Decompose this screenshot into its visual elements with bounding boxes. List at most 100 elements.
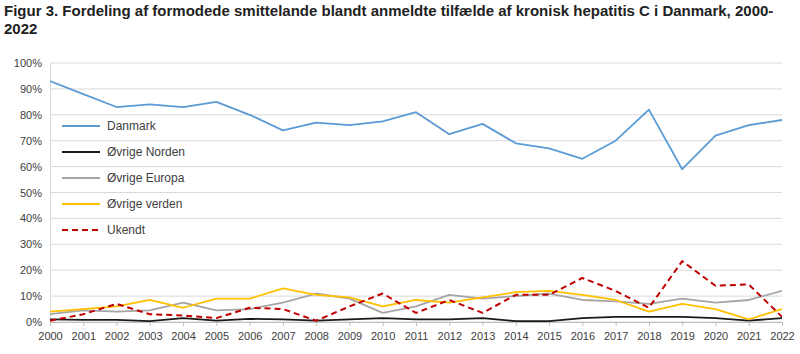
x-axis-line bbox=[51, 323, 783, 327]
legend-swatch bbox=[62, 151, 100, 153]
x-tick-mark bbox=[649, 322, 650, 326]
x-tick: 2009 bbox=[338, 322, 362, 342]
y-tick: 30% bbox=[20, 238, 50, 250]
x-tick-label: 2001 bbox=[72, 330, 96, 342]
x-tick-mark bbox=[416, 322, 417, 326]
x-tick-mark bbox=[50, 322, 51, 326]
x-tick-label: 2020 bbox=[704, 330, 728, 342]
x-tick: 2010 bbox=[371, 322, 395, 342]
grid-line bbox=[50, 140, 782, 141]
x-tick: 2021 bbox=[737, 322, 761, 342]
chart: 0%10%20%30%40%50%60%70%80%90%100%2000200… bbox=[0, 0, 800, 354]
y-tick-label: 10% bbox=[20, 290, 42, 302]
x-tick: 2005 bbox=[205, 322, 229, 342]
y-tick-label: 80% bbox=[20, 109, 42, 121]
y-tick: 100% bbox=[14, 57, 50, 69]
x-tick-mark bbox=[483, 322, 484, 326]
x-tick: 2002 bbox=[105, 322, 129, 342]
y-axis-line bbox=[50, 64, 51, 323]
legend-swatch bbox=[62, 229, 100, 231]
x-tick-mark bbox=[349, 322, 350, 326]
x-tick: 2001 bbox=[72, 322, 96, 342]
legend-swatch bbox=[62, 203, 100, 205]
grid-line bbox=[50, 88, 782, 89]
x-tick-label: 2011 bbox=[405, 330, 429, 342]
y-tick-label: 40% bbox=[20, 212, 42, 224]
x-tick-label: 2015 bbox=[537, 330, 561, 342]
y-tick-label: 70% bbox=[20, 135, 42, 147]
grid-line bbox=[50, 166, 782, 167]
x-tick: 2022 bbox=[770, 322, 794, 342]
y-tick: 90% bbox=[20, 83, 50, 95]
series-line bbox=[50, 317, 782, 321]
x-tick-label: 2009 bbox=[338, 330, 362, 342]
y-tick: 60% bbox=[20, 161, 50, 173]
x-tick: 2012 bbox=[438, 322, 462, 342]
grid-line bbox=[50, 296, 782, 297]
x-tick: 2016 bbox=[571, 322, 595, 342]
y-tick-label: 0% bbox=[26, 316, 42, 328]
legend-swatch bbox=[62, 177, 100, 179]
x-tick: 2004 bbox=[171, 322, 195, 342]
x-tick-label: 2006 bbox=[238, 330, 262, 342]
x-tick-mark bbox=[383, 322, 384, 326]
x-tick: 2020 bbox=[704, 322, 728, 342]
x-tick-label: 2010 bbox=[371, 330, 395, 342]
x-axis: 2000 2001 2002 2003 2004 2005 2006 2007 2008 2009… bbox=[38, 322, 794, 342]
x-tick-label: 2008 bbox=[304, 330, 328, 342]
y-tick-label: 20% bbox=[20, 264, 42, 276]
grid-line bbox=[50, 244, 782, 245]
x-tick: 2014 bbox=[504, 322, 528, 342]
y-tick: 20% bbox=[20, 264, 50, 276]
x-tick: 2019 bbox=[670, 322, 694, 342]
y-axis: 0% 10% 20% 30% 40% 50% 60% 70% 80% 90% 100% bbox=[14, 57, 51, 328]
grid-line bbox=[50, 192, 782, 193]
y-tick-label: 30% bbox=[20, 238, 42, 250]
x-tick-mark bbox=[616, 322, 617, 326]
x-tick-label: 2005 bbox=[205, 330, 229, 342]
x-tick-label: 2007 bbox=[271, 330, 295, 342]
y-tick: 40% bbox=[20, 212, 50, 224]
grid bbox=[50, 63, 782, 322]
x-tick-label: 2016 bbox=[571, 330, 595, 342]
x-tick-mark bbox=[449, 322, 450, 326]
x-tick-mark bbox=[749, 322, 750, 326]
x-tick-mark bbox=[250, 322, 251, 326]
x-tick-mark bbox=[782, 322, 783, 326]
series-line bbox=[50, 261, 782, 321]
x-tick-mark bbox=[316, 322, 317, 326]
x-tick: 2011 bbox=[405, 322, 429, 342]
grid-line bbox=[50, 218, 782, 219]
x-tick-label: 2004 bbox=[171, 330, 195, 342]
y-tick-label: 50% bbox=[20, 187, 42, 199]
x-tick-label: 2022 bbox=[770, 330, 794, 342]
legend-label: Danmark bbox=[107, 119, 157, 133]
x-tick-mark bbox=[150, 322, 151, 326]
x-tick-mark bbox=[83, 322, 84, 326]
y-tick: 10% bbox=[20, 290, 50, 302]
legend-label: Øvrige Norden bbox=[107, 145, 185, 159]
x-tick-label: 2013 bbox=[471, 330, 495, 342]
grid-line bbox=[50, 114, 782, 115]
x-tick: 2015 bbox=[537, 322, 561, 342]
legend-label: Øvrige Europa bbox=[107, 171, 185, 185]
x-tick: 2017 bbox=[604, 322, 628, 342]
y-tick-label: 100% bbox=[14, 57, 42, 69]
legend-swatch bbox=[62, 125, 100, 127]
x-tick-label: 2012 bbox=[438, 330, 462, 342]
y-tick: 80% bbox=[20, 109, 50, 121]
x-tick-label: 2017 bbox=[604, 330, 628, 342]
x-tick: 2003 bbox=[138, 322, 162, 342]
x-tick-mark bbox=[549, 322, 550, 326]
x-tick-label: 2000 bbox=[38, 330, 62, 342]
series-line bbox=[50, 81, 782, 169]
x-tick: 2007 bbox=[271, 322, 295, 342]
x-tick-mark bbox=[183, 322, 184, 326]
legend-label: Ukendt bbox=[107, 223, 146, 237]
x-tick-label: 2021 bbox=[737, 330, 761, 342]
x-tick: 2008 bbox=[304, 322, 328, 342]
x-tick-mark bbox=[216, 322, 217, 326]
x-tick: 2000 bbox=[38, 322, 62, 342]
legend: DanmarkØvrige NordenØvrige EuropaØvrige … bbox=[62, 119, 185, 237]
lines bbox=[50, 81, 782, 321]
